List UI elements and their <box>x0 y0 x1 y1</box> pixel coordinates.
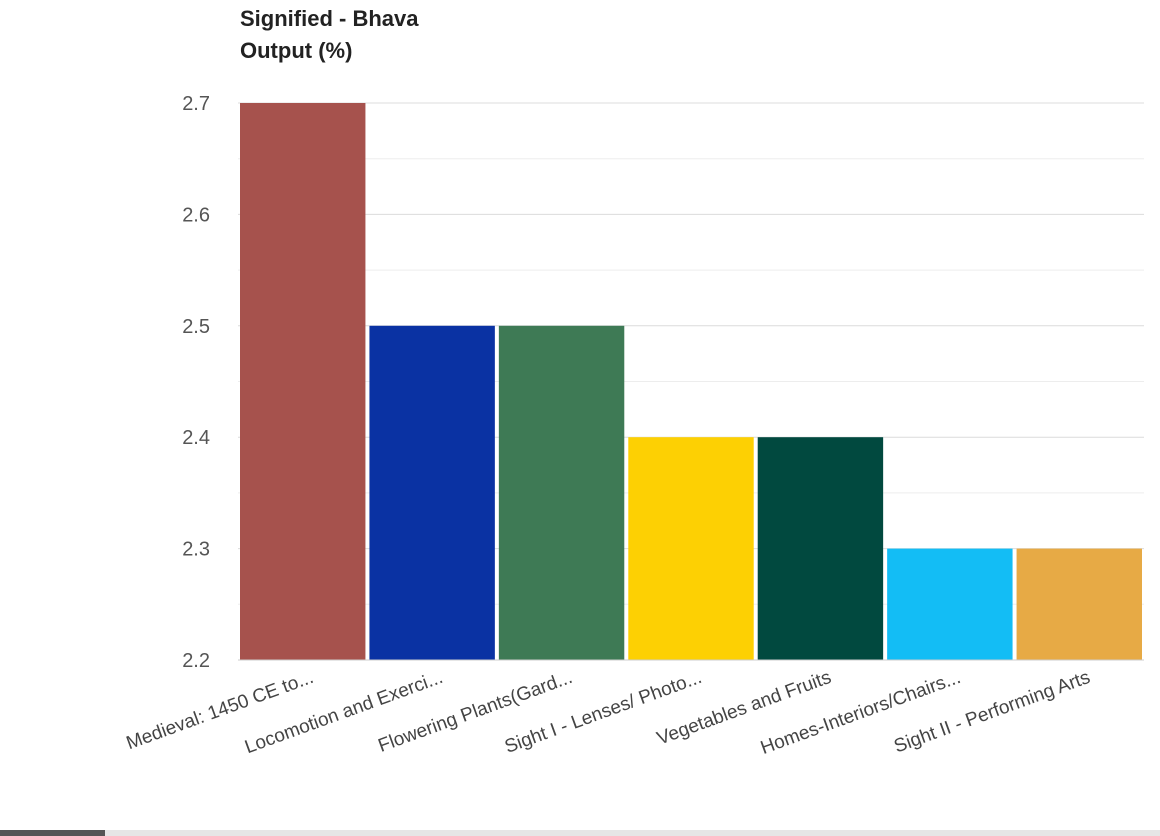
horizontal-scrollbar[interactable] <box>0 830 1160 836</box>
chart-title: Signified - Bhava <box>240 6 419 31</box>
scrollbar-thumb[interactable] <box>0 830 105 836</box>
chart-subtitle: Output (%) <box>240 38 353 63</box>
y-tick-label: 2.6 <box>182 204 210 226</box>
bar <box>240 103 366 660</box>
bar <box>498 325 625 660</box>
y-tick-label: 2.7 <box>182 93 210 115</box>
bar <box>369 325 495 660</box>
bar <box>757 437 884 660</box>
y-tick-label: 2.3 <box>182 539 210 561</box>
bar <box>628 437 754 660</box>
bar <box>887 548 1013 660</box>
y-tick-label: 2.2 <box>182 650 210 672</box>
y-tick-label: 2.5 <box>182 316 210 338</box>
y-tick-label: 2.4 <box>182 427 210 449</box>
bar <box>1016 548 1142 660</box>
